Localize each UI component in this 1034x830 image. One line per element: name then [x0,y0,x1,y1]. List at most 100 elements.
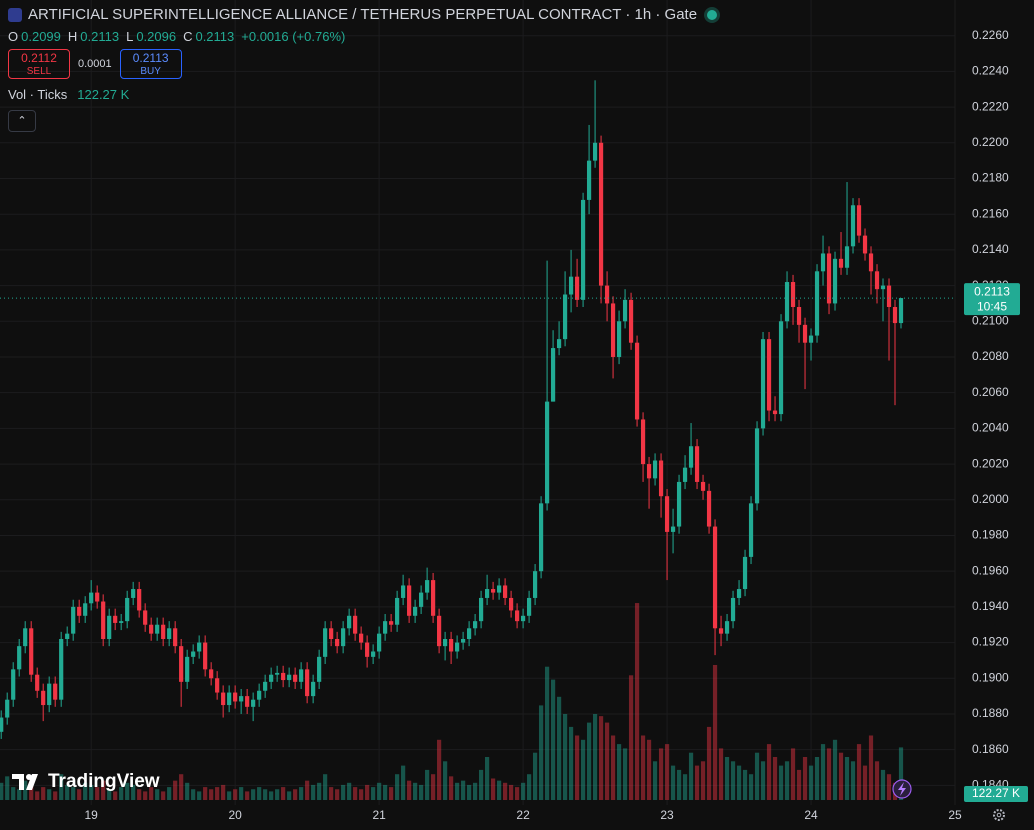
volume-bar [329,787,334,800]
candle-body [173,628,178,647]
volume-bar [5,776,10,800]
candle-body [700,481,706,491]
sell-button[interactable]: 0.2112 SELL [8,49,70,79]
candle-body [496,585,502,593]
candle-body [347,615,352,629]
logo-icon-dot [26,774,32,780]
volume-bar [257,787,262,800]
candle-body [532,571,538,598]
y-tick-label: 0.2140 [972,242,1009,256]
volume-bar [209,789,214,800]
volume-bar [574,735,580,800]
volume-bar [850,761,856,800]
volume-bar [101,780,106,800]
candle-body [467,628,472,640]
candle-body [287,674,292,681]
volume-bar [419,784,424,800]
title-row: ARTIFICIAL SUPERINTELLIGENCE ALLIANCE / … [8,6,718,23]
candle-body [652,460,658,479]
candle-body [826,253,832,304]
candle-body [449,639,454,652]
y-tick-label: 0.2240 [972,64,1009,78]
candle-body [161,624,166,640]
candle-body [251,699,256,707]
candle-body [137,589,142,611]
volume-bar [161,791,166,800]
candle-body [179,646,184,682]
volume-bar [682,774,688,800]
y-tick-label: 0.1940 [972,599,1009,613]
volume-bar [425,769,430,800]
candle-body [622,299,628,322]
candle-body [23,628,28,647]
volume-bar [239,787,244,800]
volume-bar [251,789,256,800]
candle-body [29,628,34,675]
candle-body [538,503,544,572]
collapse-button[interactable]: ⌃ [8,110,36,132]
candle-body [395,597,400,625]
volume-bar [628,675,634,800]
volume-bar [640,735,646,800]
candle-body [562,294,568,340]
candle-body [640,419,646,465]
volume-bar [634,603,640,800]
volume-bar [544,666,550,800]
volume-bar [556,696,562,800]
ohlc-label: O [8,29,19,44]
candle-body [880,285,886,290]
candle-body [443,639,448,647]
volume-bar [580,739,586,800]
y-tick-label: 0.2180 [972,171,1009,185]
candle-body [616,321,622,357]
candle-body [646,464,652,479]
candle-body [95,592,100,602]
volume-bar [778,765,784,800]
symbol-icon [8,7,22,22]
volume-bar [275,789,280,800]
candle-body [383,621,388,634]
volume-bar [197,791,202,800]
buy-button[interactable]: 0.2113 BUY [119,49,182,79]
volume-bar [598,716,604,800]
candle-body [431,580,436,616]
candle-body [658,460,664,497]
volume-bar [143,791,148,800]
volume-bar [359,789,364,800]
volume-bar [155,789,160,800]
candle-body [568,276,574,295]
volume-bar [215,787,220,800]
volume-bar [185,782,190,800]
volume-bar [119,787,124,800]
volume-bar [826,748,832,800]
volume-bar [305,780,310,800]
y-tick-label: 0.2040 [972,421,1009,435]
volume-tag-value: 122.27 K [972,786,1020,800]
volume-bar [233,789,238,800]
volume-bar [299,787,304,800]
candle-body [802,324,808,343]
x-tick-label: 21 [372,808,386,822]
candle-body [502,585,508,598]
candle-body [359,633,364,643]
volume-bar [191,789,196,800]
candle-body [634,342,640,420]
candle-body [131,589,136,598]
candle-body [341,628,346,647]
candle-body [862,235,868,254]
volume-bar [718,748,724,800]
volume-bar [317,782,322,800]
candle-body [784,282,790,322]
countdown: 10:45 [977,299,1007,313]
candle-body [628,299,634,343]
candle-body [730,597,736,622]
volume-bar [568,726,574,800]
candle-body [760,339,766,429]
buy-price: 0.2113 [132,51,169,65]
volume-bar [245,791,250,800]
y-tick-label: 0.1860 [972,742,1009,756]
candle-body [490,589,496,593]
volume-bar [802,757,808,800]
volume-bar [742,769,748,800]
